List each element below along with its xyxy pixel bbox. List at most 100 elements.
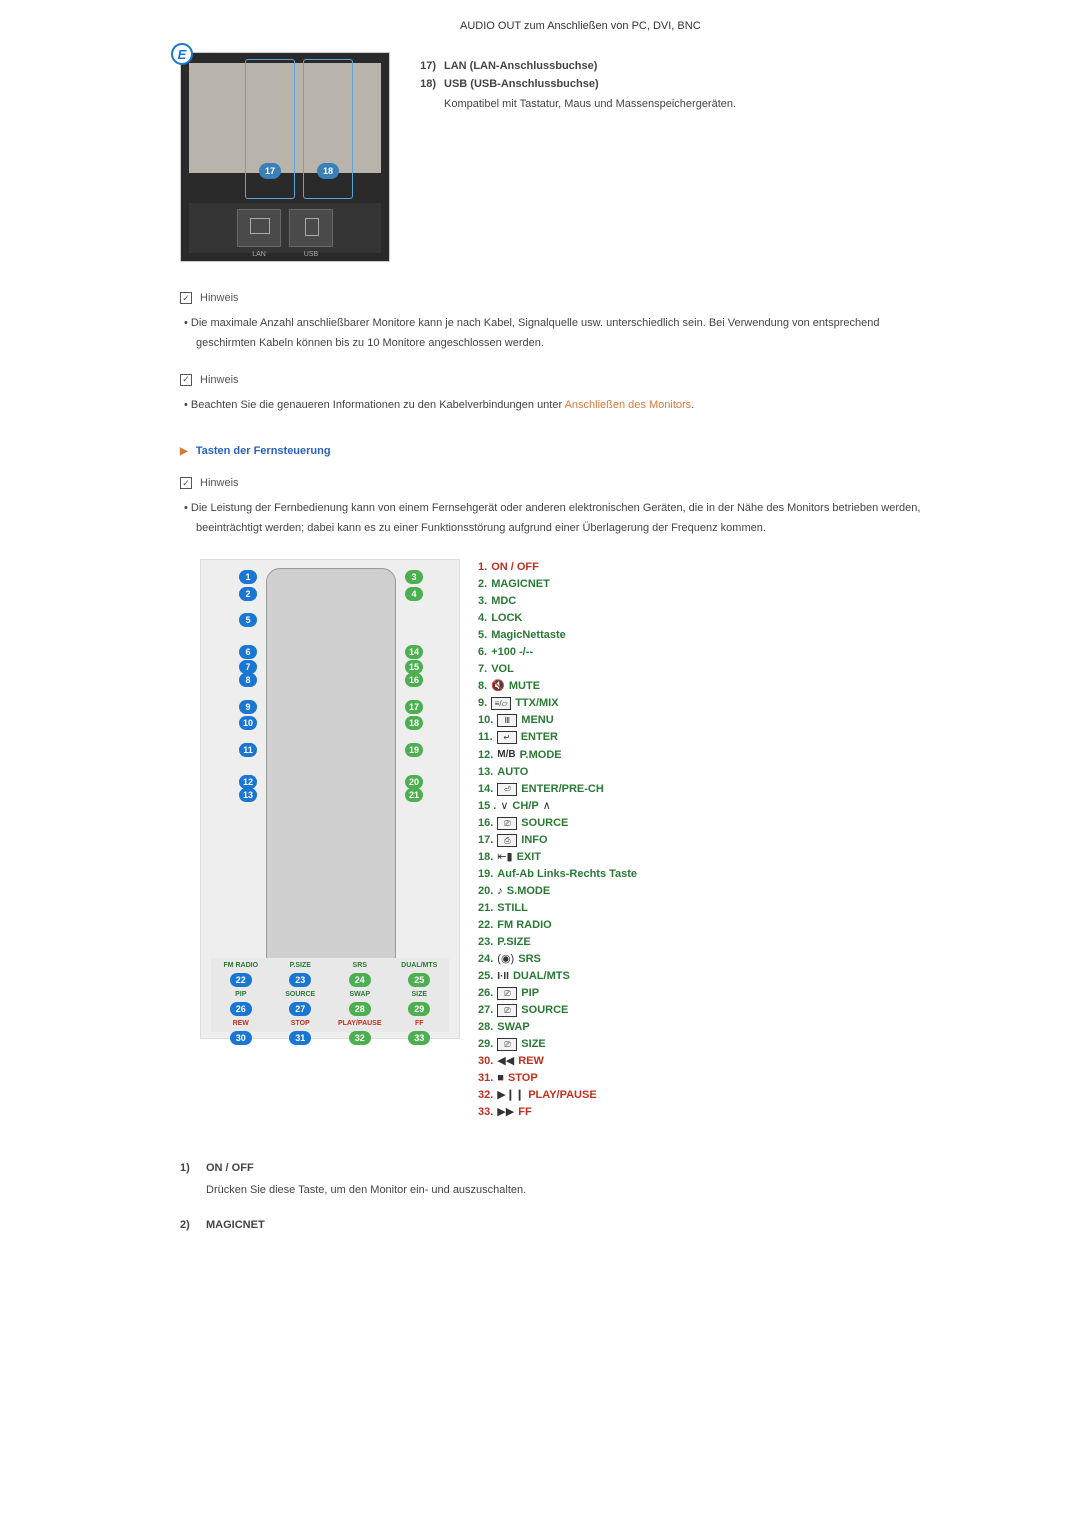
remote-callout-16: 16 (405, 673, 423, 687)
remote-list-item[interactable]: 21. STILL (478, 900, 637, 917)
footer-num-31: 31 (289, 1031, 311, 1045)
port-17-num: 17) (414, 60, 436, 72)
remote-list-item[interactable]: 12. M/BP.MODE (478, 747, 637, 764)
remote-item-num: 4. (478, 610, 487, 627)
remote-item-label: INFO (521, 832, 547, 849)
remote-list-item[interactable]: 24. (◉)SRS (478, 951, 637, 968)
footer-label: SIZE (390, 991, 450, 998)
port-badge-17: 17 (259, 163, 281, 179)
remote-item-num: 21. (478, 900, 493, 917)
checkbox-icon: ✓ (180, 374, 192, 386)
remote-item-icon: ■ (497, 1070, 504, 1087)
remote-list-item[interactable]: 27. ⎚SOURCE (478, 1002, 637, 1019)
footer-num-32: 32 (349, 1031, 371, 1045)
remote-item-label: SOURCE (521, 815, 568, 832)
remote-list-item[interactable]: 30. ◀◀REW (478, 1053, 637, 1070)
remote-list-item[interactable]: 3. MDC (478, 593, 637, 610)
remote-item-num: 8. (478, 678, 487, 695)
remote-list-item[interactable]: 13. AUTO (478, 764, 637, 781)
remote-item-label: ENTER (521, 729, 558, 746)
remote-item-icon: 🔇 (491, 678, 505, 695)
connect-monitor-link[interactable]: Anschließen des Monitors (565, 399, 692, 411)
remote-list-item[interactable]: 16. ⎚SOURCE (478, 815, 637, 832)
ports-image: E 17 18 LAN USB (180, 52, 390, 262)
remote-list-item[interactable]: 7. VOL (478, 661, 637, 678)
remote-list-item[interactable]: 19. Auf-Ab Links-Rechts Taste (478, 866, 637, 883)
port-18-desc: Kompatibel mit Tastatur, Maus und Massen… (444, 96, 736, 114)
remote-item-label: SIZE (521, 1036, 545, 1053)
remote-item-num: 5. (478, 627, 487, 644)
remote-list-item[interactable]: 33. ▶▶FF (478, 1104, 637, 1121)
remote-item-label: ON / OFF (491, 559, 539, 576)
remote-list-item[interactable]: 2. MAGICNET (478, 576, 637, 593)
remote-item-num: 18. (478, 849, 493, 866)
remote-callout-1: 1 (239, 570, 257, 584)
remote-item-box-icon: ⎚ (497, 1004, 517, 1017)
port-17-title: LAN (LAN-Anschlussbuchse) (444, 60, 597, 72)
desc-title: ON / OFF (206, 1162, 254, 1174)
remote-list-item[interactable]: 23. P.SIZE (478, 934, 637, 951)
remote-item-num: 30. (478, 1053, 493, 1070)
remote-callout-7: 7 (239, 660, 257, 674)
note-3-text: Die Leistung der Fernbedienung kann von … (196, 499, 940, 539)
remote-item-pre-icon: ∨ (500, 798, 508, 815)
remote-list-item[interactable]: 1. ON / OFF (478, 559, 637, 576)
remote-list-item[interactable]: 6. +100 -/-- (478, 644, 637, 661)
remote-item-label: PLAY/PAUSE (528, 1087, 596, 1104)
remote-item-num: 25. (478, 968, 493, 985)
remote-list-item[interactable]: 8. 🔇MUTE (478, 678, 637, 695)
footer-label: STOP (271, 1020, 331, 1027)
remote-list-item[interactable]: 17. ⎙INFO (478, 832, 637, 849)
footer-num-23: 23 (289, 973, 311, 987)
remote-list-item[interactable]: 31. ■STOP (478, 1070, 637, 1087)
note-label-3: Hinweis (200, 477, 239, 489)
usb-port-icon: USB (289, 209, 333, 247)
remote-list-item[interactable]: 26. ⎚PIP (478, 985, 637, 1002)
footer-num-24: 24 (349, 973, 371, 987)
note-3-header: ✓ Hinweis (180, 477, 940, 489)
remote-item-label: Auf-Ab Links-Rechts Taste (497, 866, 637, 883)
remote-list-item[interactable]: 29. ⎚SIZE (478, 1036, 637, 1053)
remote-list-item[interactable]: 11. ↵ ENTER (478, 729, 637, 746)
remote-list-item[interactable]: 22. FM RADIO (478, 917, 637, 934)
remote-list-item[interactable]: 14. ⏎ENTER/PRE-CH (478, 781, 637, 798)
remote-item-plain-icon: M/B (497, 747, 515, 763)
note-2-header: ✓ Hinweis (180, 374, 940, 386)
remote-list-item[interactable]: 32. ▶❙❙PLAY/PAUSE (478, 1087, 637, 1104)
remote-item-icon: ◀◀ (497, 1053, 514, 1070)
remote-list-item[interactable]: 18. ⇤▮EXIT (478, 849, 637, 866)
remote-list-item[interactable]: 9. ≡/▱TTX/MIX (478, 695, 637, 712)
remote-item-box-icon: Ⅲ (497, 714, 517, 727)
footer-num-29: 29 (408, 1002, 430, 1016)
lan-label: LAN (238, 251, 280, 258)
remote-item-icon: ♪ (497, 883, 503, 900)
remote-item-box-icon: ↵ (497, 731, 517, 744)
footer-label: FM RADIO (211, 962, 271, 969)
remote-list: 1. ON / OFF2. MAGICNET3. MDC4. LOCK5. Ma… (478, 559, 637, 1122)
remote-item-label: SOURCE (521, 1002, 568, 1019)
remote-list-item[interactable]: 20. ♪S.MODE (478, 883, 637, 900)
remote-callout-21: 21 (405, 788, 423, 802)
section-arrow-icon: ▶ (180, 446, 188, 457)
remote-item-box-icon: ⏎ (497, 783, 517, 796)
remote-list-item[interactable]: 10. ⅢMENU (478, 712, 637, 729)
remote-item-icon: ▶▶ (497, 1104, 514, 1121)
lan-port-icon: LAN (237, 209, 281, 247)
remote-item-num: 11. (478, 729, 493, 746)
remote-list-item[interactable]: 4. LOCK (478, 610, 637, 627)
section-title: Tasten der Fernsteuerung (196, 445, 331, 457)
remote-callout-13: 13 (239, 788, 257, 802)
remote-list-item[interactable]: 15 . ∨CH/P ∧ (478, 798, 637, 815)
remote-item-box-icon: ⎚ (497, 1038, 517, 1051)
remote-item-label: ENTER/PRE-CH (521, 781, 604, 798)
desc-num: 1) (180, 1162, 196, 1174)
section-remote-buttons: ▶ Tasten der Fernsteuerung (180, 445, 940, 457)
remote-item-num: 32. (478, 1087, 493, 1104)
remote-list-item[interactable]: 5. MagicNettaste (478, 627, 637, 644)
remote-list-item[interactable]: 25. I·IIDUAL/MTS (478, 968, 637, 985)
remote-item-num: 12. (478, 747, 493, 764)
note-label-1: Hinweis (200, 292, 239, 304)
remote-item-num: 3. (478, 593, 487, 610)
remote-list-item[interactable]: 28. SWAP (478, 1019, 637, 1036)
remote-item-icon: (◉) (497, 951, 514, 968)
